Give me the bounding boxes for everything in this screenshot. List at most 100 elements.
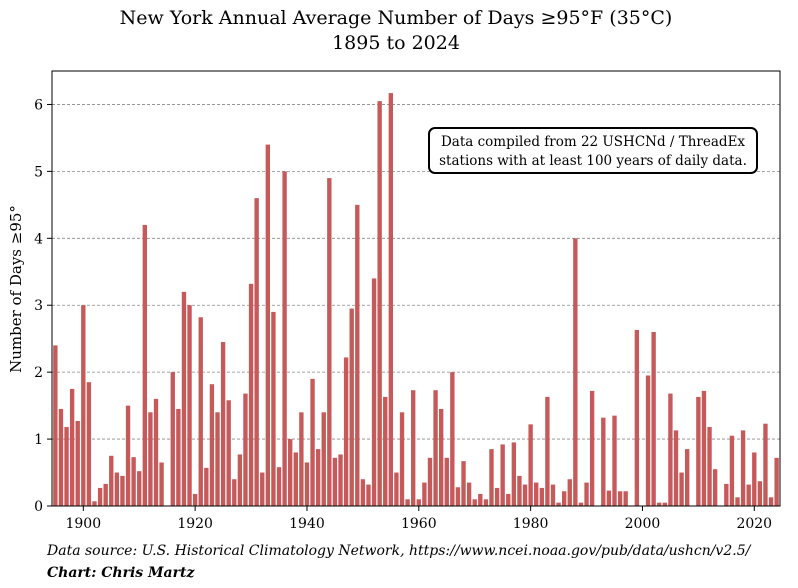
bar-1958 [405,499,410,506]
x-tick-label: 2020 [736,516,772,532]
bar-1961 [422,482,427,506]
bar-1945 [332,457,338,506]
bar-1986 [561,491,567,506]
bar-1897 [64,427,69,506]
bar-2017 [735,497,740,506]
x-tick-label: 2000 [625,516,661,532]
bar-1907 [120,475,125,506]
y-tick-label: 6 [34,97,43,113]
annotation-box: Data compiled from 22 USHCNd / ThreadEx … [428,127,758,174]
bar-2024 [774,457,779,506]
bar-1963 [433,390,438,506]
bar-1921 [198,317,203,506]
bar-1938 [293,452,298,506]
bar-1932 [260,472,265,506]
x-tick-label: 1980 [513,516,549,532]
bar-2015 [724,483,729,506]
bar-1905 [109,455,114,506]
bar-1944 [327,178,332,507]
bar-2016 [729,435,735,506]
bar-1983 [545,396,550,506]
bar-1899 [75,421,80,506]
chart-subtitle: 1895 to 2024 [332,32,460,54]
bar-1933 [265,144,271,506]
bar-2004 [662,502,667,506]
bar-1965 [444,457,449,506]
bar-1920 [192,493,198,506]
bar-2012 [707,427,712,506]
bar-2008 [685,449,690,506]
bar-1960 [416,499,421,506]
bar-1941 [310,378,315,506]
bar-1971 [478,493,483,506]
bar-2020 [752,452,757,506]
bar-1896 [58,408,64,506]
bar-1917 [176,408,181,506]
bar-1988 [573,238,578,507]
bar-1911 [142,224,147,506]
annotation-line-1: Data compiled from 22 USHCNd / ThreadEx [441,134,745,150]
bar-1985 [556,502,561,506]
bar-1970 [472,499,477,506]
bar-1913 [153,398,159,506]
bar-1984 [550,484,556,506]
bar-1909 [131,457,136,506]
x-tick-label: 1960 [401,516,437,532]
bar-1942 [315,449,321,506]
plot-frame [51,70,781,507]
bar-1900 [81,305,86,506]
bar-1912 [148,412,153,506]
bar-2002 [651,332,656,506]
bar-2023 [768,497,774,506]
bar-1934 [271,311,276,506]
bar-2006 [673,430,679,506]
bar-1928 [237,454,243,506]
bar-1951 [366,484,371,506]
bar-1927 [232,479,237,506]
bar-1953 [377,101,382,506]
bar-1993 [601,417,606,506]
bar-1982 [539,487,544,506]
bar-1977 [511,442,517,506]
bar-1972 [483,499,489,506]
bar-1949 [355,204,360,506]
bar-1975 [500,444,505,506]
bar-1903 [97,487,103,506]
x-axis: 1900 1920 1940 1960 1980 2000 2020 [65,506,772,532]
annotation-frame [428,127,758,174]
bar-1995 [612,415,617,506]
bar-1966 [450,372,455,506]
y-axis-label: Number of Days ≥95° [7,205,25,373]
bar-1967 [455,487,461,506]
bar-1943 [321,412,326,506]
bar-1929 [243,393,248,506]
bar-1906 [114,472,120,506]
x-tick-label: 1940 [289,516,325,532]
bar-1895 [53,345,58,506]
bar-1936 [282,171,287,506]
bar-1956 [394,472,399,506]
bar-1948 [349,308,354,506]
bar-1898 [69,388,75,506]
bar-1923 [209,384,215,506]
bar-1987 [567,479,572,506]
bars [53,93,779,507]
bar-1902 [92,501,97,506]
bar-1957 [399,412,405,506]
bar-2019 [746,484,751,506]
bar-1931 [254,198,259,506]
bar-2001 [645,375,651,506]
bar-1922 [204,467,209,506]
chart-credit: Chart: Chris Martz [47,565,195,581]
bar-1996 [617,491,623,506]
bar-1978 [517,475,522,506]
bar-1935 [276,467,282,506]
bar-1973 [489,449,494,506]
bar-1962 [427,457,433,506]
bar-1955 [388,93,394,506]
bar-1969 [466,482,472,506]
bar-1914 [159,462,164,506]
y-tick-label: 2 [34,365,43,381]
y-tick-label: 4 [34,231,43,247]
bar-1952 [371,278,377,506]
